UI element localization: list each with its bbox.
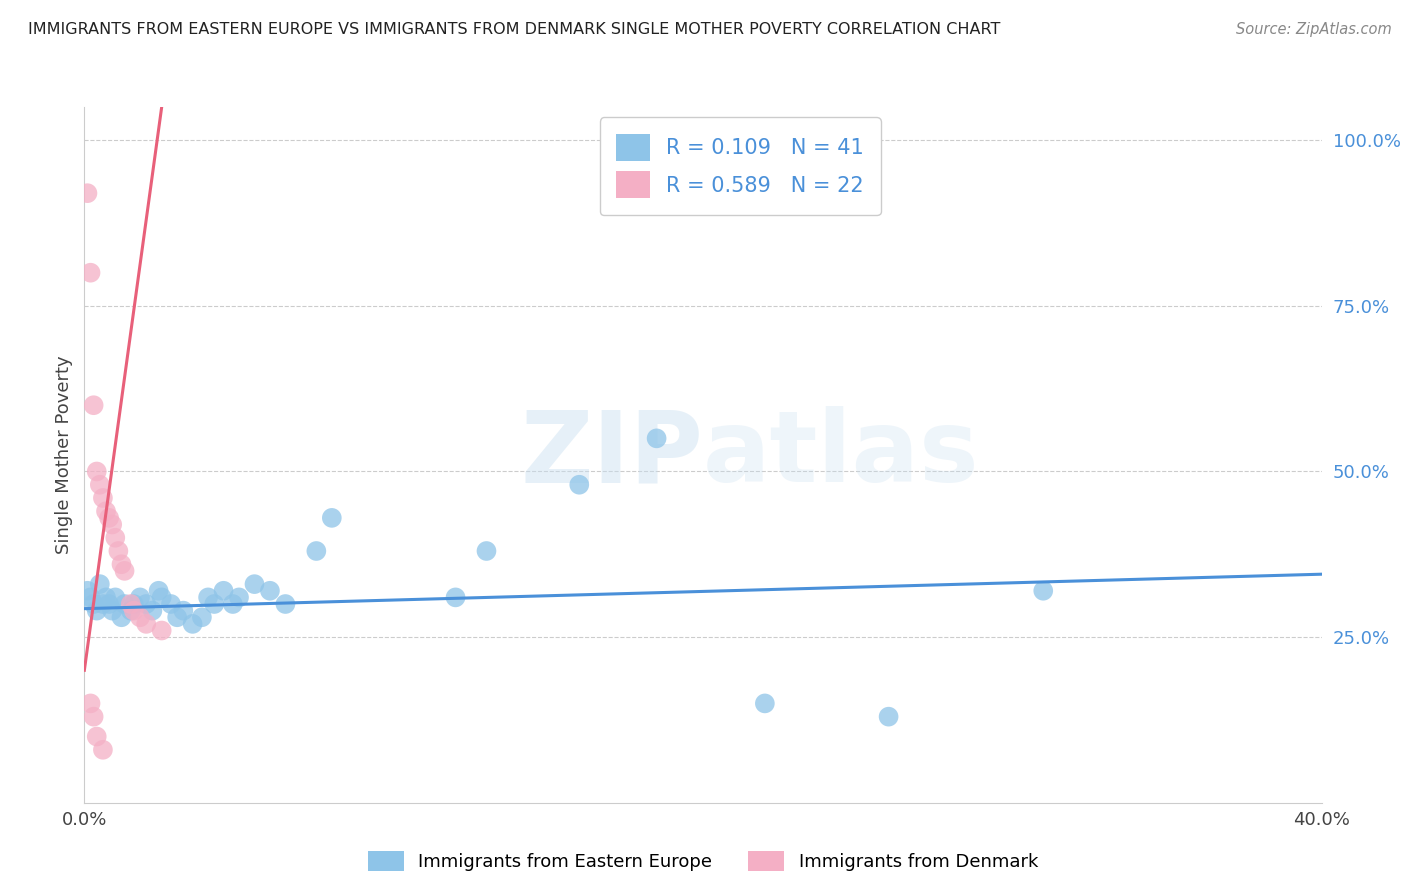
Text: atlas: atlas [703, 407, 980, 503]
Point [79, 591, 101, 605]
Point [120, 597, 142, 611]
Text: IMMIGRANTS FROM EASTERN EUROPE VS IMMIGRANTS FROM DENMARK SINGLE MOTHER POVERTY : IMMIGRANTS FROM EASTERN EUROPE VS IMMIGR… [28, 22, 1001, 37]
Point [197, 591, 219, 605]
Point [120, 604, 142, 618]
Point [83, 398, 105, 412]
Point [110, 610, 132, 624]
Point [148, 583, 170, 598]
Point [202, 597, 225, 611]
Point [98, 511, 121, 525]
Point [89, 477, 111, 491]
Point [129, 610, 152, 624]
Point [86, 730, 108, 744]
Point [94, 504, 117, 518]
Point [222, 597, 245, 611]
Point [166, 610, 188, 624]
Point [104, 591, 127, 605]
Point [129, 591, 152, 605]
Point [645, 431, 668, 445]
Point [228, 591, 250, 605]
Point [101, 604, 124, 618]
Point [321, 511, 343, 525]
Text: ZIP: ZIP [520, 407, 703, 503]
Point [181, 616, 204, 631]
Point [101, 517, 124, 532]
Point [91, 597, 114, 611]
Point [191, 610, 214, 624]
Point [212, 583, 235, 598]
Point [568, 477, 591, 491]
Point [160, 597, 183, 611]
Y-axis label: Single Mother Poverty: Single Mother Poverty [55, 356, 73, 554]
Legend: Immigrants from Eastern Europe, Immigrants from Denmark: Immigrants from Eastern Europe, Immigran… [360, 844, 1046, 879]
Point [79, 266, 101, 280]
Point [259, 583, 281, 598]
Point [98, 597, 121, 611]
Point [76, 583, 98, 598]
Point [86, 604, 108, 618]
Point [110, 558, 132, 572]
Point [135, 597, 157, 611]
Point [243, 577, 266, 591]
Point [86, 465, 108, 479]
Text: Source: ZipAtlas.com: Source: ZipAtlas.com [1236, 22, 1392, 37]
Point [141, 604, 163, 618]
Point [135, 616, 157, 631]
Point [444, 591, 467, 605]
Point [172, 604, 194, 618]
Point [150, 591, 173, 605]
Point [104, 531, 127, 545]
Point [107, 544, 129, 558]
Point [114, 597, 136, 611]
Point [94, 591, 117, 605]
Point [122, 597, 145, 611]
Point [83, 597, 105, 611]
Point [150, 624, 173, 638]
Point [475, 544, 498, 558]
Point [91, 743, 114, 757]
Point [1032, 583, 1054, 598]
Point [122, 604, 145, 618]
Point [274, 597, 297, 611]
Point [79, 697, 101, 711]
Point [91, 491, 114, 505]
Point [754, 697, 776, 711]
Legend: R = 0.109   N = 41, R = 0.589   N = 22: R = 0.109 N = 41, R = 0.589 N = 22 [599, 118, 880, 215]
Point [76, 186, 98, 201]
Point [114, 564, 136, 578]
Point [305, 544, 328, 558]
Point [83, 709, 105, 723]
Point [877, 709, 900, 723]
Point [89, 577, 111, 591]
